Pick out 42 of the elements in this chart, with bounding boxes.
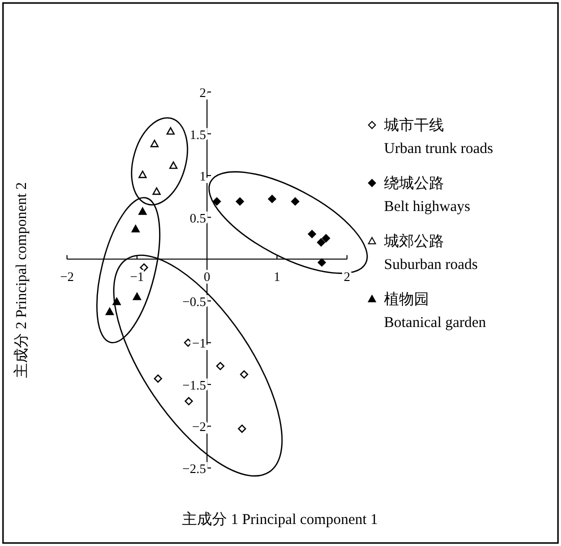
point — [169, 161, 178, 169]
legend-label: 绕城公路 Belt highways — [384, 175, 470, 215]
point — [152, 187, 161, 195]
legend-label: 植物园 Botanical garden — [384, 291, 487, 331]
point — [138, 170, 147, 178]
point — [238, 424, 246, 433]
x-tick-label: −2 — [60, 269, 74, 284]
point — [317, 238, 326, 246]
y-tick-label: 0.5 — [190, 210, 206, 226]
point — [308, 230, 316, 238]
point — [154, 374, 162, 383]
point — [106, 308, 114, 316]
point — [150, 140, 159, 148]
point — [112, 298, 121, 306]
point — [140, 263, 148, 272]
legend-label: 城市干线 Urban trunk roads — [383, 117, 494, 157]
y-axis-title: 主成分 2 Principal component 2 — [13, 182, 30, 378]
point — [318, 258, 326, 267]
y-tick-label: 1.5 — [190, 126, 206, 142]
x-tick-label: −1 — [130, 269, 144, 284]
point — [166, 127, 175, 135]
point — [268, 194, 276, 204]
y-tick-label: −2.5 — [182, 461, 206, 476]
point — [212, 197, 221, 206]
x-axis-title: 主成分 1 Principal component 1 — [182, 511, 378, 528]
point — [132, 292, 142, 300]
point — [291, 197, 300, 206]
point — [236, 197, 244, 206]
point — [216, 362, 224, 370]
legend-label: 城郊公路 Suburban roads — [383, 233, 478, 273]
point — [240, 370, 248, 379]
point — [138, 207, 147, 215]
point — [322, 234, 330, 242]
y-tick-label: 2 — [200, 85, 206, 100]
y-tick-label: −2 — [192, 419, 206, 434]
x-tick-label: 1 — [274, 269, 280, 284]
y-tick-label: −1 — [192, 336, 206, 351]
point — [184, 397, 193, 406]
y-tick-label: −0.5 — [182, 294, 206, 309]
point — [132, 224, 140, 232]
y-tick-label: 1 — [200, 168, 206, 184]
y-tick-label: −1.5 — [182, 377, 206, 392]
